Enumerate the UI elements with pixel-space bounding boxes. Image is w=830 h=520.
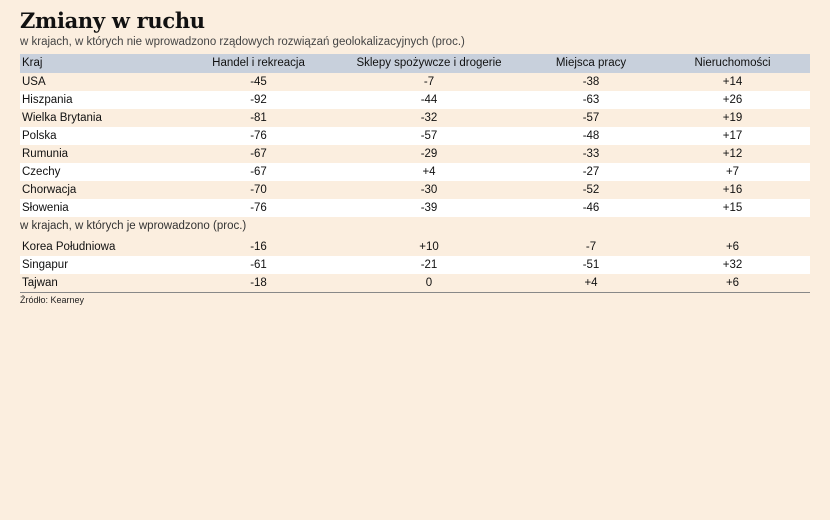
value-cell: +10 [419,241,439,253]
table-row: Wielka Brytania -81 -32 -57 +19 [20,109,810,127]
value-cell: +12 [722,148,743,160]
country-cell: Tajwan [22,277,58,289]
value-cell: -21 [420,259,438,271]
table-row: Chorwacja -70 -30 -52 +16 [20,181,810,199]
value-cell: +26 [722,94,743,106]
value-cell: -63 [582,94,600,106]
value-cell: -61 [250,259,267,271]
country-cell: Korea Południowa [22,241,116,253]
country-cell: Polska [22,130,57,142]
value-cell: -76 [250,130,267,142]
value-cell: -81 [250,112,267,124]
table-row: USA -45 -7 -38 +14 [20,73,810,91]
value-cell: -30 [420,184,438,196]
country-cell: Singapur [22,259,69,271]
value-cell: -70 [250,184,267,196]
value-cell: +6 [725,241,740,253]
value-cell: -39 [420,202,438,214]
country-cell: Rumunia [22,148,69,160]
table-bottom-rule [20,292,810,293]
group-label: w krajach, w których je wprowadzono (pro… [20,220,247,232]
value-cell: +32 [722,259,743,271]
country-cell: Hiszpania [22,94,73,106]
country-cell: Czechy [22,166,61,178]
country-cell: Słowenia [22,202,69,214]
column-header-handel: Handel i rekreacja [212,57,305,69]
value-cell: -33 [582,148,600,160]
value-cell: -44 [420,94,438,106]
value-cell: -45 [250,76,267,88]
column-header-kraj: Kraj [22,57,43,69]
table-row: Tajwan -18 0 +4 +6 [20,274,810,292]
source-note: Źródło: Kearney [20,295,85,305]
value-cell: -52 [582,184,600,196]
table-row: Słowenia -76 -39 -46 +15 [20,199,810,217]
table-row: Rumunia -67 -29 -33 +12 [20,145,810,163]
value-cell: -67 [250,148,267,160]
value-cell: -18 [250,277,267,289]
value-cell: -7 [585,241,597,253]
value-cell: -57 [582,112,600,124]
value-cell: -27 [582,166,600,178]
value-cell: -46 [582,202,600,214]
table-body: USA -45 -7 -38 +14 Hiszpania -92 -44 -63 +26 Wielk… [20,73,810,292]
country-cell: Wielka Brytania [22,112,102,124]
value-cell: +4 [584,277,598,289]
value-cell: +19 [722,112,743,124]
table-row: Singapur -61 -21 -51 +32 [20,256,810,274]
chart-subtitle: w krajach, w których nie wprowadzono rzą… [20,36,465,48]
table-row: Korea Południowa -16 +10 -7 +6 [20,238,810,256]
value-cell: -76 [250,202,267,214]
value-cell: +17 [722,130,743,142]
column-header-miejsca-pracy: Miejsca pracy [555,57,627,69]
value-cell: -38 [582,76,600,88]
country-cell: USA [22,76,46,88]
table-row: Hiszpania -92 -44 -63 +26 [20,91,810,109]
value-cell: -29 [420,148,438,160]
table-row: Polska -76 -57 -48 +17 [20,127,810,145]
value-cell: +4 [422,166,436,178]
table-header-row: Kraj Handel i rekreacja Sklepy spożywcze… [20,54,810,73]
value-cell: +7 [725,166,740,178]
value-cell: -48 [582,130,600,142]
data-table: Kraj Handel i rekreacja Sklepy spożywcze… [20,54,810,305]
value-cell: +6 [725,277,740,289]
table-row: Czechy -67 +4 -27 +7 [20,163,810,181]
value-cell: +14 [722,76,743,88]
country-cell: Chorwacja [22,184,77,196]
value-cell: +15 [722,202,743,214]
chart-title: Zmiany w ruchu [20,8,205,33]
value-cell: -67 [250,166,267,178]
value-cell: -51 [582,259,600,271]
column-header-sklepy: Sklepy spożywcze i drogerie [356,57,502,69]
value-cell: -32 [420,112,438,124]
value-cell: -7 [423,76,435,88]
value-cell: -92 [250,94,267,106]
value-cell: -16 [250,241,267,253]
value-cell: 0 [425,277,433,289]
column-header-nieruchomosci: Nieruchomości [694,57,771,69]
value-cell: +16 [722,184,743,196]
value-cell: -57 [420,130,438,142]
